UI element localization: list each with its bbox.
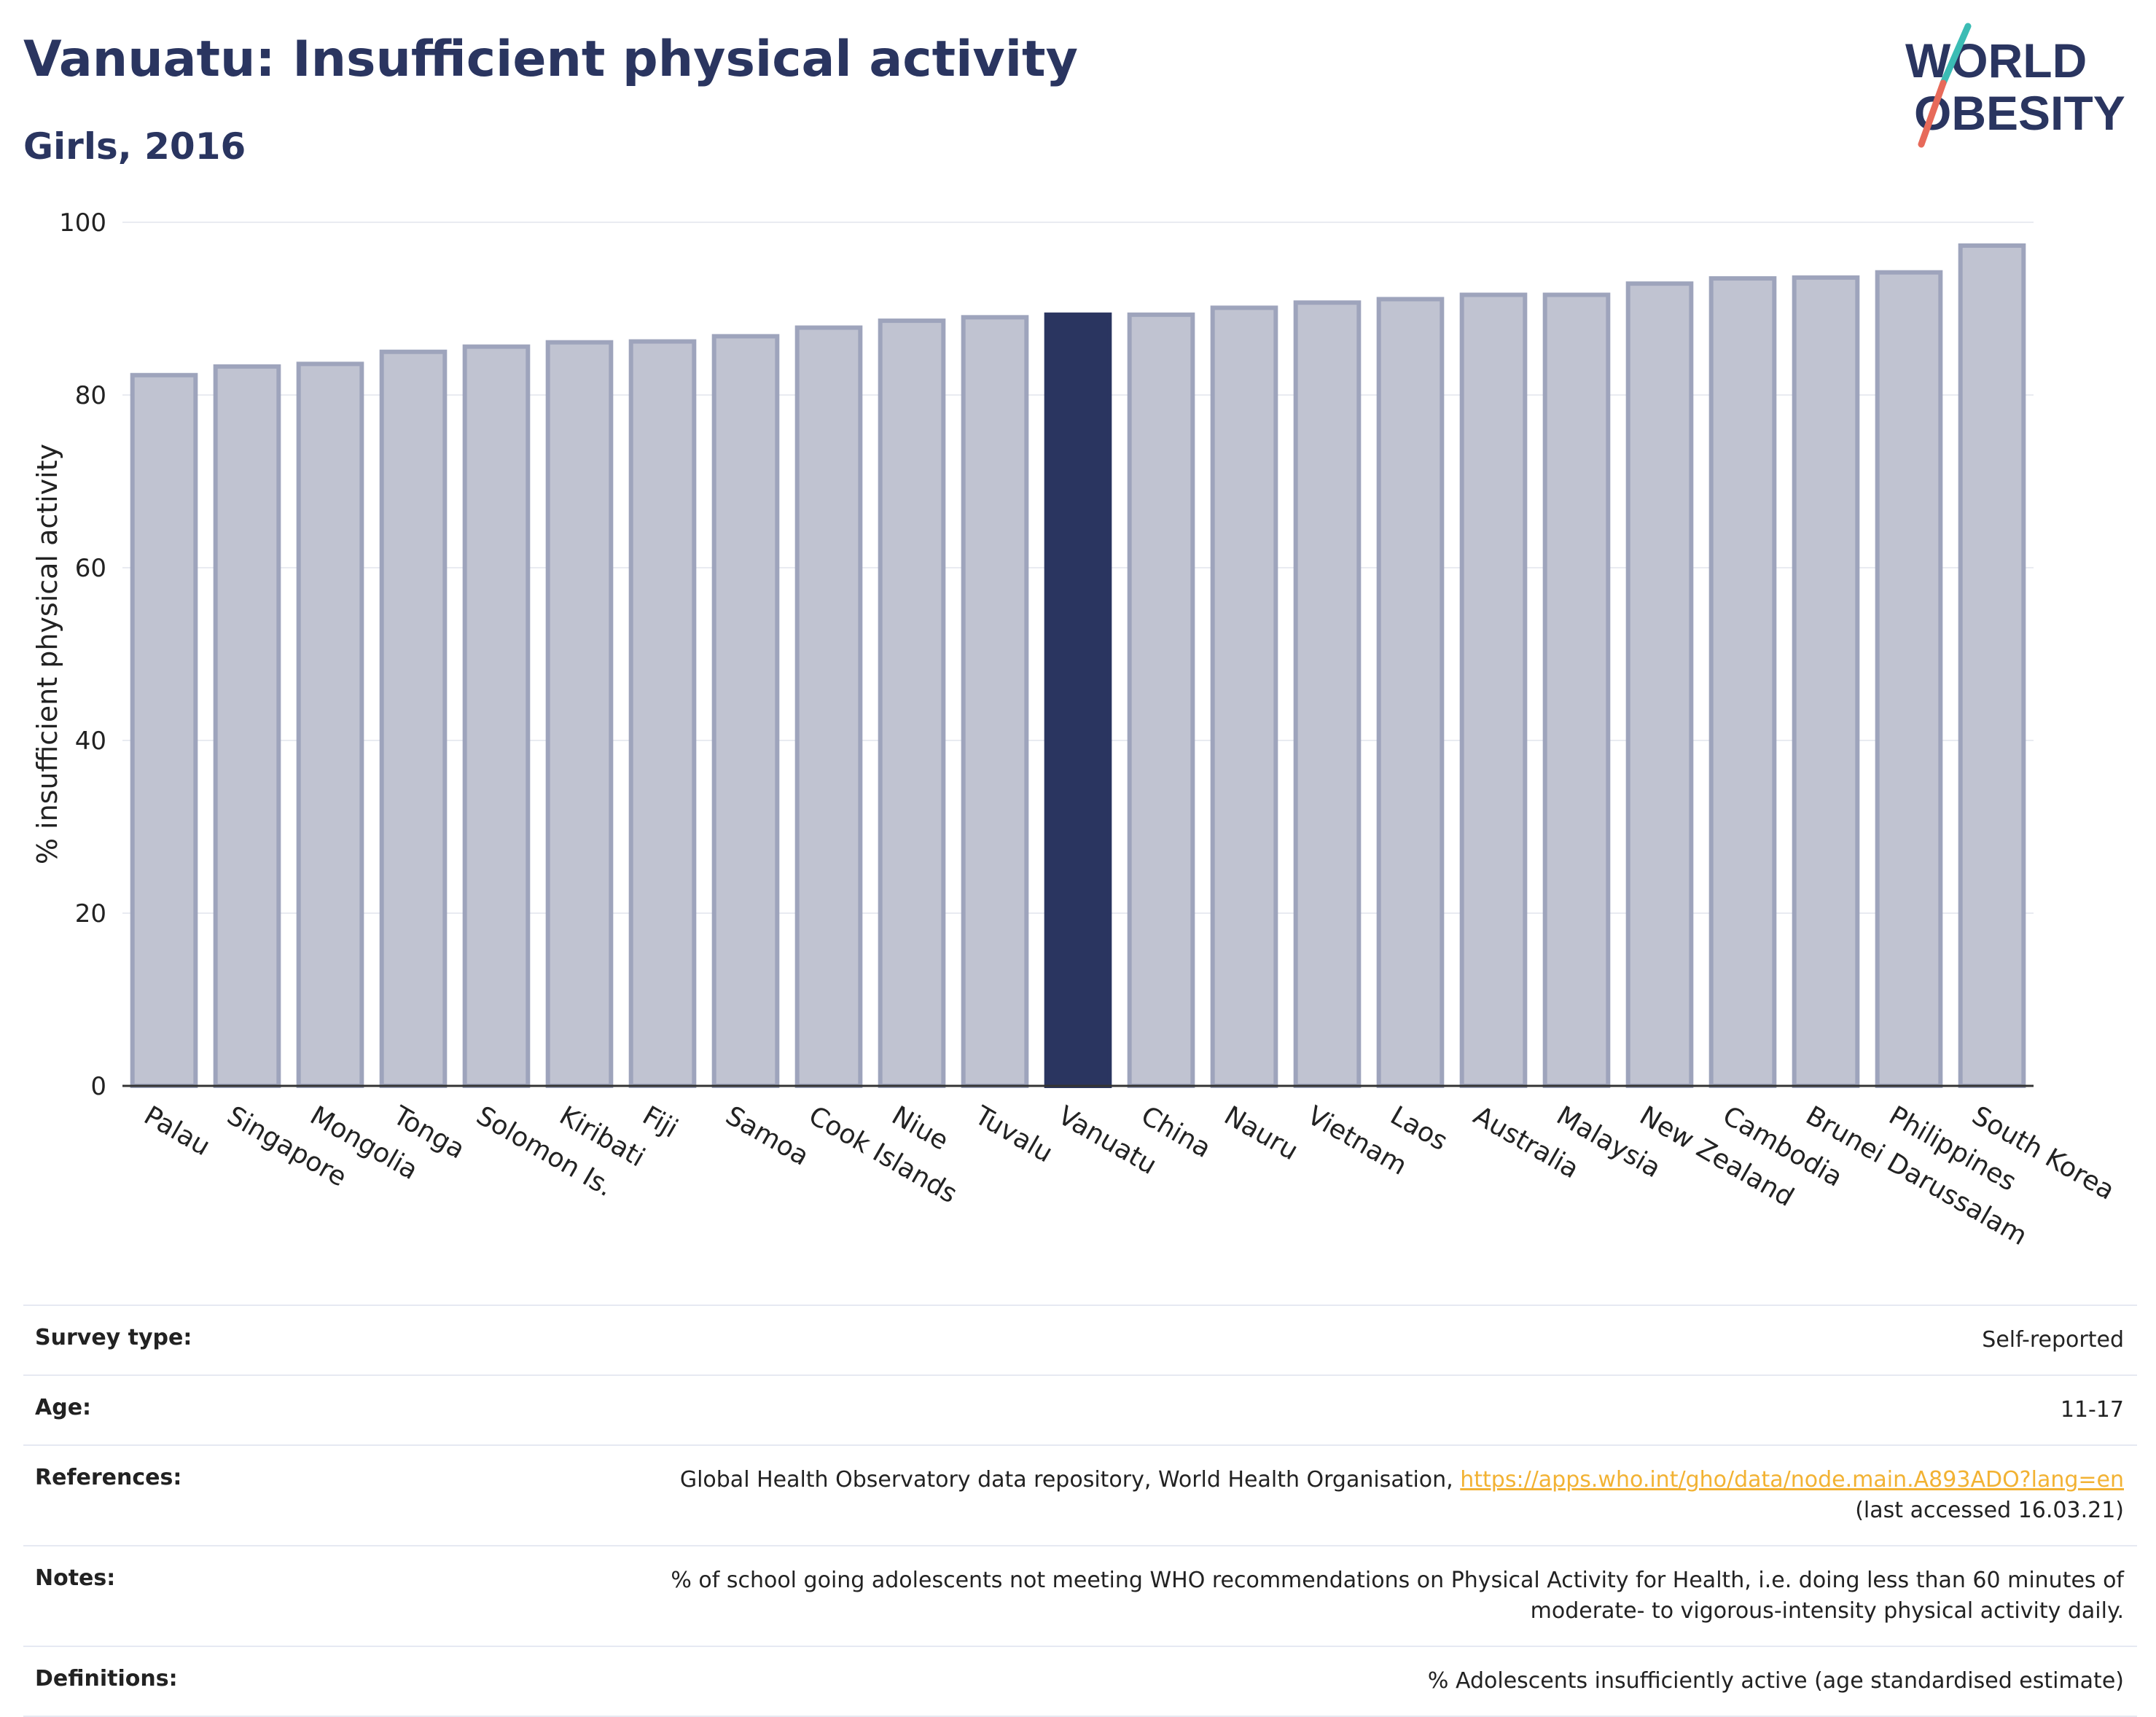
age-label: Age: xyxy=(35,1395,92,1420)
references-text: Global Health Observatory data repositor… xyxy=(679,1467,1453,1493)
logo-teal-stroke xyxy=(1940,23,1972,87)
chart-title: Vanuatu: Insufficient physical activity xyxy=(23,31,1078,88)
y-axis-label: % insufficient physical activity xyxy=(31,444,63,864)
x-tick-label: Fiji xyxy=(638,1100,683,1144)
bar-south-korea xyxy=(1958,243,2026,1088)
x-tick-label: Tuvalu xyxy=(969,1100,1058,1169)
info-row-age: Age: 11-17 xyxy=(23,1374,2137,1444)
logo-red-stroke xyxy=(1918,79,1947,148)
bar-tuvalu xyxy=(961,315,1029,1089)
bar-australia xyxy=(1459,292,1528,1088)
bar-china xyxy=(1127,312,1195,1088)
definitions-label: Definitions: xyxy=(35,1666,178,1691)
definitions-value: % Adolescents insufficiently active (age… xyxy=(1427,1668,2124,1694)
bar-palau xyxy=(130,372,198,1088)
logo-line2: OBESITY xyxy=(1914,86,2125,140)
notes-value: % of school going adolescents not meetin… xyxy=(671,1565,2124,1627)
x-tick-label: Palau xyxy=(139,1100,216,1162)
bar-fiji xyxy=(628,339,697,1088)
survey-type-label: Survey type: xyxy=(35,1325,192,1350)
bar-cook-islands xyxy=(794,325,863,1089)
bar-malaysia xyxy=(1542,292,1611,1088)
references-value: Global Health Observatory data repositor… xyxy=(680,1465,2124,1526)
notes-line2: moderate- to vigorous-intensity physical… xyxy=(1530,1598,2124,1624)
bar-mongolia xyxy=(296,361,364,1088)
references-link[interactable]: https://apps.who.int/gho/data/node.main.… xyxy=(1460,1467,2124,1493)
info-row-notes: Notes: % of school going adolescents not… xyxy=(23,1545,2137,1646)
bar-vietnam xyxy=(1293,300,1362,1089)
world-obesity-logo: WORLD OBESITY xyxy=(1905,23,2125,148)
y-axis-ticks: 0 20 40 60 80 100 xyxy=(59,208,106,1101)
bar-tonga xyxy=(379,349,448,1088)
references-label: References: xyxy=(35,1465,182,1490)
bar-brunei-darussalam xyxy=(1792,275,1860,1089)
x-tick-label: Samoa xyxy=(721,1100,814,1172)
chart-subtitle: Girls, 2016 xyxy=(23,125,246,168)
bar-solomon-is- xyxy=(462,344,531,1088)
bar-chart: 0 20 40 60 80 100 Palau SingaporeMongoliaTonga… xyxy=(31,208,2120,1251)
y-tick-label: 100 xyxy=(59,208,106,238)
bars xyxy=(130,243,2026,1089)
bar-samoa xyxy=(711,334,780,1088)
bar-kiribati xyxy=(545,340,614,1088)
notes-label: Notes: xyxy=(35,1565,116,1591)
y-tick-label: 60 xyxy=(75,554,106,583)
survey-type-value: Self-reported xyxy=(1982,1327,2124,1353)
notes-line1: % of school going adolescents not meetin… xyxy=(671,1568,2124,1593)
y-tick-label: 80 xyxy=(75,381,106,410)
info-table: Survey type: Self-reported Age: 11-17 Re… xyxy=(23,1305,2137,1717)
x-tick-label: Nauru xyxy=(1219,1100,1303,1166)
age-value: 11-17 xyxy=(2060,1397,2124,1423)
bar-vanuatu xyxy=(1044,312,1112,1088)
references-accessed: (last accessed 16.03.21) xyxy=(1855,1498,2124,1523)
bar-nauru xyxy=(1210,305,1278,1089)
bar-new-zealand xyxy=(1625,281,1694,1088)
bar-philippines xyxy=(1875,270,1943,1089)
y-tick-label: 0 xyxy=(90,1072,106,1101)
info-row-definitions: Definitions: % Adolescents insufficientl… xyxy=(23,1646,2137,1717)
info-row-references: References: Global Health Observatory da… xyxy=(23,1444,2137,1545)
y-tick-label: 20 xyxy=(75,899,106,928)
bar-cambodia xyxy=(1708,276,1777,1088)
y-tick-label: 40 xyxy=(75,727,106,756)
bar-laos xyxy=(1376,297,1445,1089)
logo-line1: WORLD xyxy=(1905,34,2087,87)
bar-singapore xyxy=(213,364,281,1088)
info-row-survey-type: Survey type: Self-reported xyxy=(23,1305,2137,1374)
bar-niue xyxy=(878,318,946,1089)
